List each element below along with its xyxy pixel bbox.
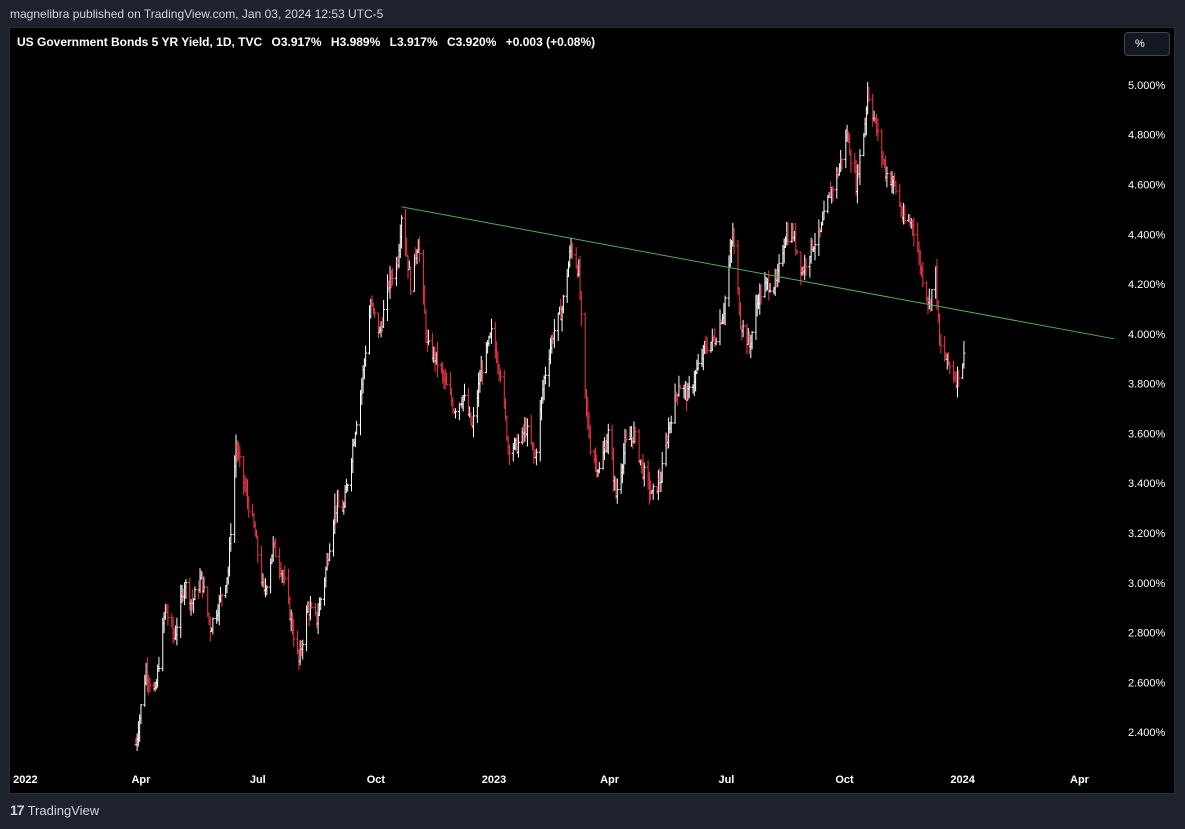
tradingview-logo-icon: 17 (10, 802, 25, 818)
y-axis-tick-label: 4.400% (1128, 229, 1166, 241)
percent-scale-button[interactable]: % (1124, 32, 1170, 56)
brand-name: TradingView (27, 802, 100, 818)
trendline[interactable] (401, 206, 1115, 340)
chart-panel[interactable] (9, 27, 1175, 794)
y-axis: 2.400% 2.600% 2.800% 3.000% 3.200% 3.400% 3.60… (1128, 80, 1166, 739)
x-axis-tick-label: Apr (600, 774, 620, 786)
x-axis: 2022 Apr Jul Oct 2023 Apr Jul Oct 2024 Apr (13, 774, 1090, 786)
y-axis-tick-label: 3.400% (1128, 478, 1166, 490)
ohlc-high: H3.989% (330, 35, 381, 49)
symbol-title[interactable]: US Government Bonds 5 YR Yield, 1D, TVC (17, 35, 263, 49)
x-axis-tick-label: Apr (131, 774, 151, 786)
x-axis-tick-label: Apr (1070, 774, 1090, 786)
y-axis-tick-label: 4.800% (1128, 130, 1166, 142)
y-axis-tick-label: 3.200% (1128, 528, 1166, 540)
x-axis-tick-label: Oct (835, 774, 854, 786)
y-axis-tick-label: 4.000% (1128, 329, 1166, 341)
chart-header: US Government Bonds 5 YR Yield, 1D, TVC … (17, 35, 601, 49)
y-axis-tick-label: 4.200% (1128, 279, 1166, 291)
ohlc-low: L3.917% (389, 35, 438, 49)
y-axis-tick-label: 3.800% (1128, 379, 1166, 391)
y-axis-tick-label: 2.600% (1128, 677, 1166, 689)
y-axis-tick-label: 2.400% (1128, 727, 1166, 739)
y-axis-tick-label: 4.600% (1128, 179, 1166, 191)
y-axis-tick-label: 3.000% (1128, 578, 1166, 590)
x-axis-tick-label: Oct (367, 774, 386, 786)
tradingview-footer[interactable]: 17 TradingView (10, 802, 99, 818)
x-axis-tick-label: Jul (250, 774, 266, 786)
x-axis-tick-label: Jul (718, 774, 734, 786)
y-axis-tick-label: 5.000% (1128, 80, 1166, 92)
ohlc-change: +0.003 (+0.08%) (505, 35, 596, 49)
y-axis-tick-label: 2.800% (1128, 628, 1166, 640)
ohlc-open: O3.917% (271, 35, 322, 49)
ohlc-close: C3.920% (447, 35, 497, 49)
x-axis-tick-label: 2024 (950, 774, 975, 786)
candles-group (134, 82, 966, 752)
publisher-attribution: magnelibra published on TradingView.com,… (10, 7, 384, 21)
x-axis-tick-label: 2023 (482, 774, 506, 786)
y-axis-tick-label: 3.600% (1128, 428, 1166, 440)
x-axis-tick-label: 2022 (13, 774, 37, 786)
